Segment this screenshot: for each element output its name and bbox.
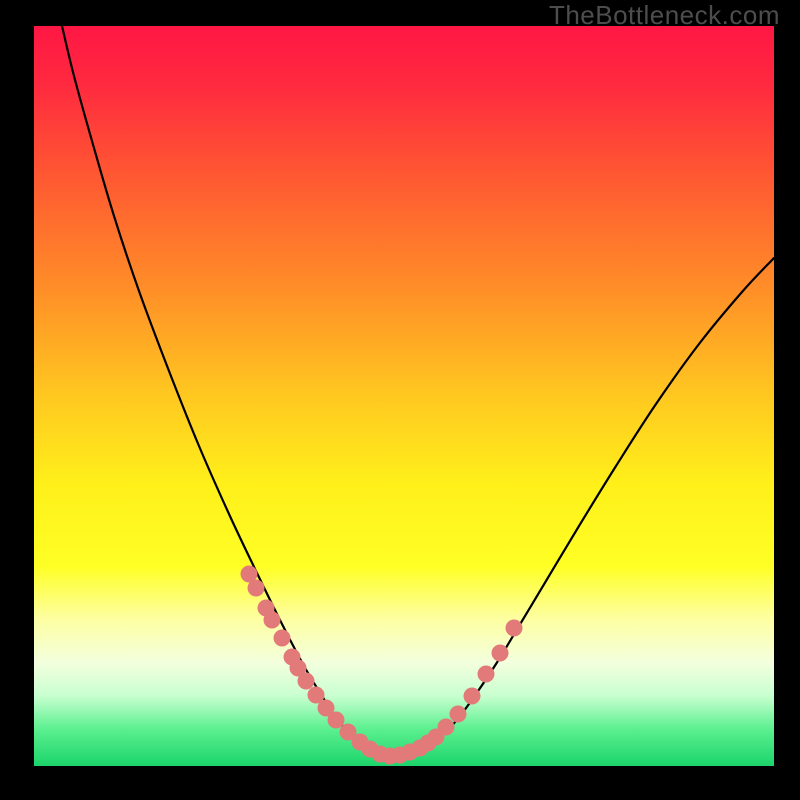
data-point (464, 688, 481, 705)
gradient-background (34, 26, 774, 766)
plot-area (34, 26, 774, 766)
data-point (274, 630, 291, 647)
watermark-text: TheBottleneck.com (549, 0, 780, 31)
data-point (438, 719, 455, 736)
data-point (450, 706, 467, 723)
plot-svg (34, 26, 774, 766)
data-point (298, 673, 315, 690)
data-point (248, 580, 265, 597)
data-point (328, 712, 345, 729)
data-point (506, 620, 523, 637)
outer-frame: TheBottleneck.com (0, 0, 800, 800)
data-point (492, 645, 509, 662)
data-point (264, 612, 281, 629)
data-point (478, 666, 495, 683)
